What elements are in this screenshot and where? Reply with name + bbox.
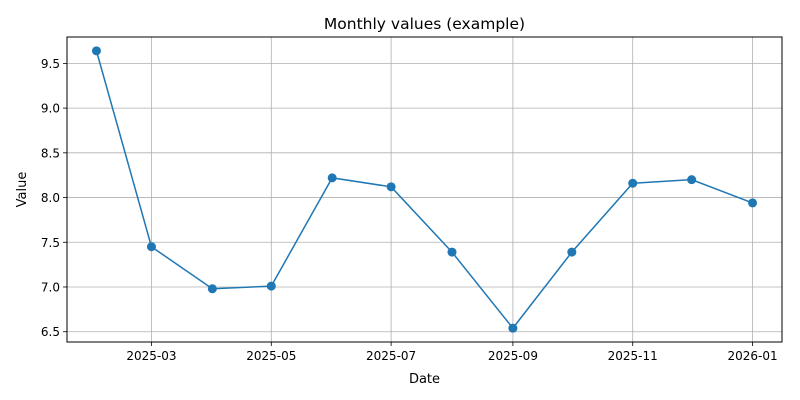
data-point — [687, 175, 697, 185]
data-point — [508, 323, 518, 333]
chart-title: Monthly values (example) — [324, 15, 525, 33]
series-line — [95, 50, 753, 330]
x-tick-label: 2025-05 — [246, 349, 296, 363]
data-point — [266, 281, 276, 291]
data-point — [567, 247, 577, 257]
x-tick-label: 2025-03 — [126, 349, 176, 363]
data-point — [386, 182, 396, 192]
x-tick-label: 2025-09 — [488, 349, 538, 363]
x-tick-label: 2026-01 — [727, 349, 777, 363]
grid-lines — [67, 37, 782, 342]
y-tick-label: 8.0 — [41, 191, 60, 205]
data-point — [447, 247, 457, 257]
x-tick-label: 2025-11 — [608, 349, 658, 363]
x-tick-label: 2025-07 — [366, 349, 416, 363]
y-tick-label: 7.0 — [41, 280, 60, 294]
y-axis-title: Value — [15, 172, 30, 208]
data-point — [91, 46, 101, 56]
data-series — [91, 46, 758, 333]
y-tick-label: 9.0 — [41, 102, 60, 116]
data-point — [327, 173, 337, 183]
plot-frame — [66, 36, 783, 343]
data-point — [207, 284, 217, 294]
data-point — [748, 198, 758, 208]
data-point — [628, 178, 638, 188]
y-tick-label: 9.5 — [41, 57, 60, 71]
x-axis-ticks: 2025-03 2025-05 2025-07 2025-09 2025-11 2026-… — [126, 342, 778, 363]
y-tick-label: 8.5 — [41, 146, 60, 160]
x-axis-title: Date — [409, 372, 440, 387]
data-point — [146, 242, 156, 252]
y-tick-label: 7.5 — [41, 236, 60, 250]
y-tick-label: 6.5 — [41, 325, 60, 339]
y-axis-ticks: 6.5 7.0 7.5 8.0 8.5 9.0 9.5 — [41, 57, 67, 339]
